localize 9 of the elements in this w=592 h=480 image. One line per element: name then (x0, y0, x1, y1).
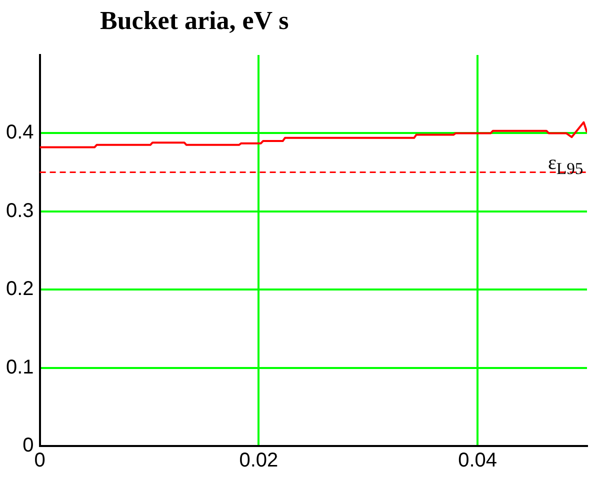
x-tick-label: 0.04 (458, 450, 498, 472)
y-tick-label: 0.4 (6, 122, 34, 144)
chart-title: Bucket aria, eV s (100, 6, 289, 36)
y-tick-label: 0 (22, 434, 34, 457)
y-tick-label: 0.1 (6, 356, 34, 378)
y-tick-label: 0.2 (6, 278, 34, 300)
x-tick-label: 0.02 (239, 450, 278, 472)
y-tick-label: 0.3 (6, 200, 34, 222)
ref-line-label: ε$_{L95}$ (548, 152, 584, 180)
